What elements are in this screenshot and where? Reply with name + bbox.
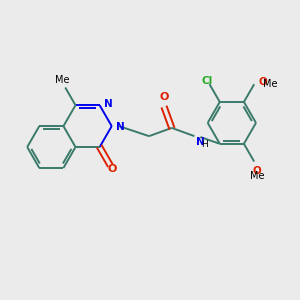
Text: O: O — [107, 164, 117, 174]
Text: O: O — [160, 92, 169, 102]
Text: Me: Me — [263, 79, 278, 89]
Text: Me: Me — [55, 75, 69, 85]
Text: Me: Me — [250, 171, 264, 181]
Text: Cl: Cl — [201, 76, 212, 86]
Text: O: O — [259, 76, 267, 87]
Text: N: N — [196, 137, 204, 147]
Text: H: H — [201, 140, 208, 149]
Text: O: O — [253, 166, 262, 176]
Text: N: N — [116, 122, 124, 132]
Text: N: N — [104, 99, 112, 109]
